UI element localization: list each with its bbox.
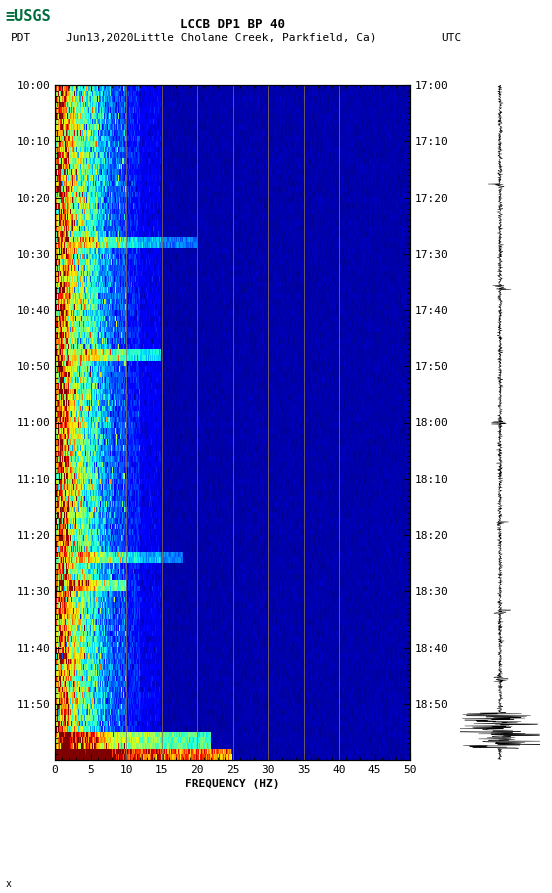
Text: ≡USGS: ≡USGS bbox=[6, 9, 51, 24]
X-axis label: FREQUENCY (HZ): FREQUENCY (HZ) bbox=[185, 779, 280, 789]
Text: x: x bbox=[6, 879, 12, 889]
Text: PDT: PDT bbox=[11, 33, 31, 43]
Text: LCCB DP1 BP 40: LCCB DP1 BP 40 bbox=[180, 18, 285, 31]
Text: UTC: UTC bbox=[442, 33, 462, 43]
Text: Jun13,2020Little Cholane Creek, Parkfield, Ca): Jun13,2020Little Cholane Creek, Parkfiel… bbox=[66, 33, 376, 43]
